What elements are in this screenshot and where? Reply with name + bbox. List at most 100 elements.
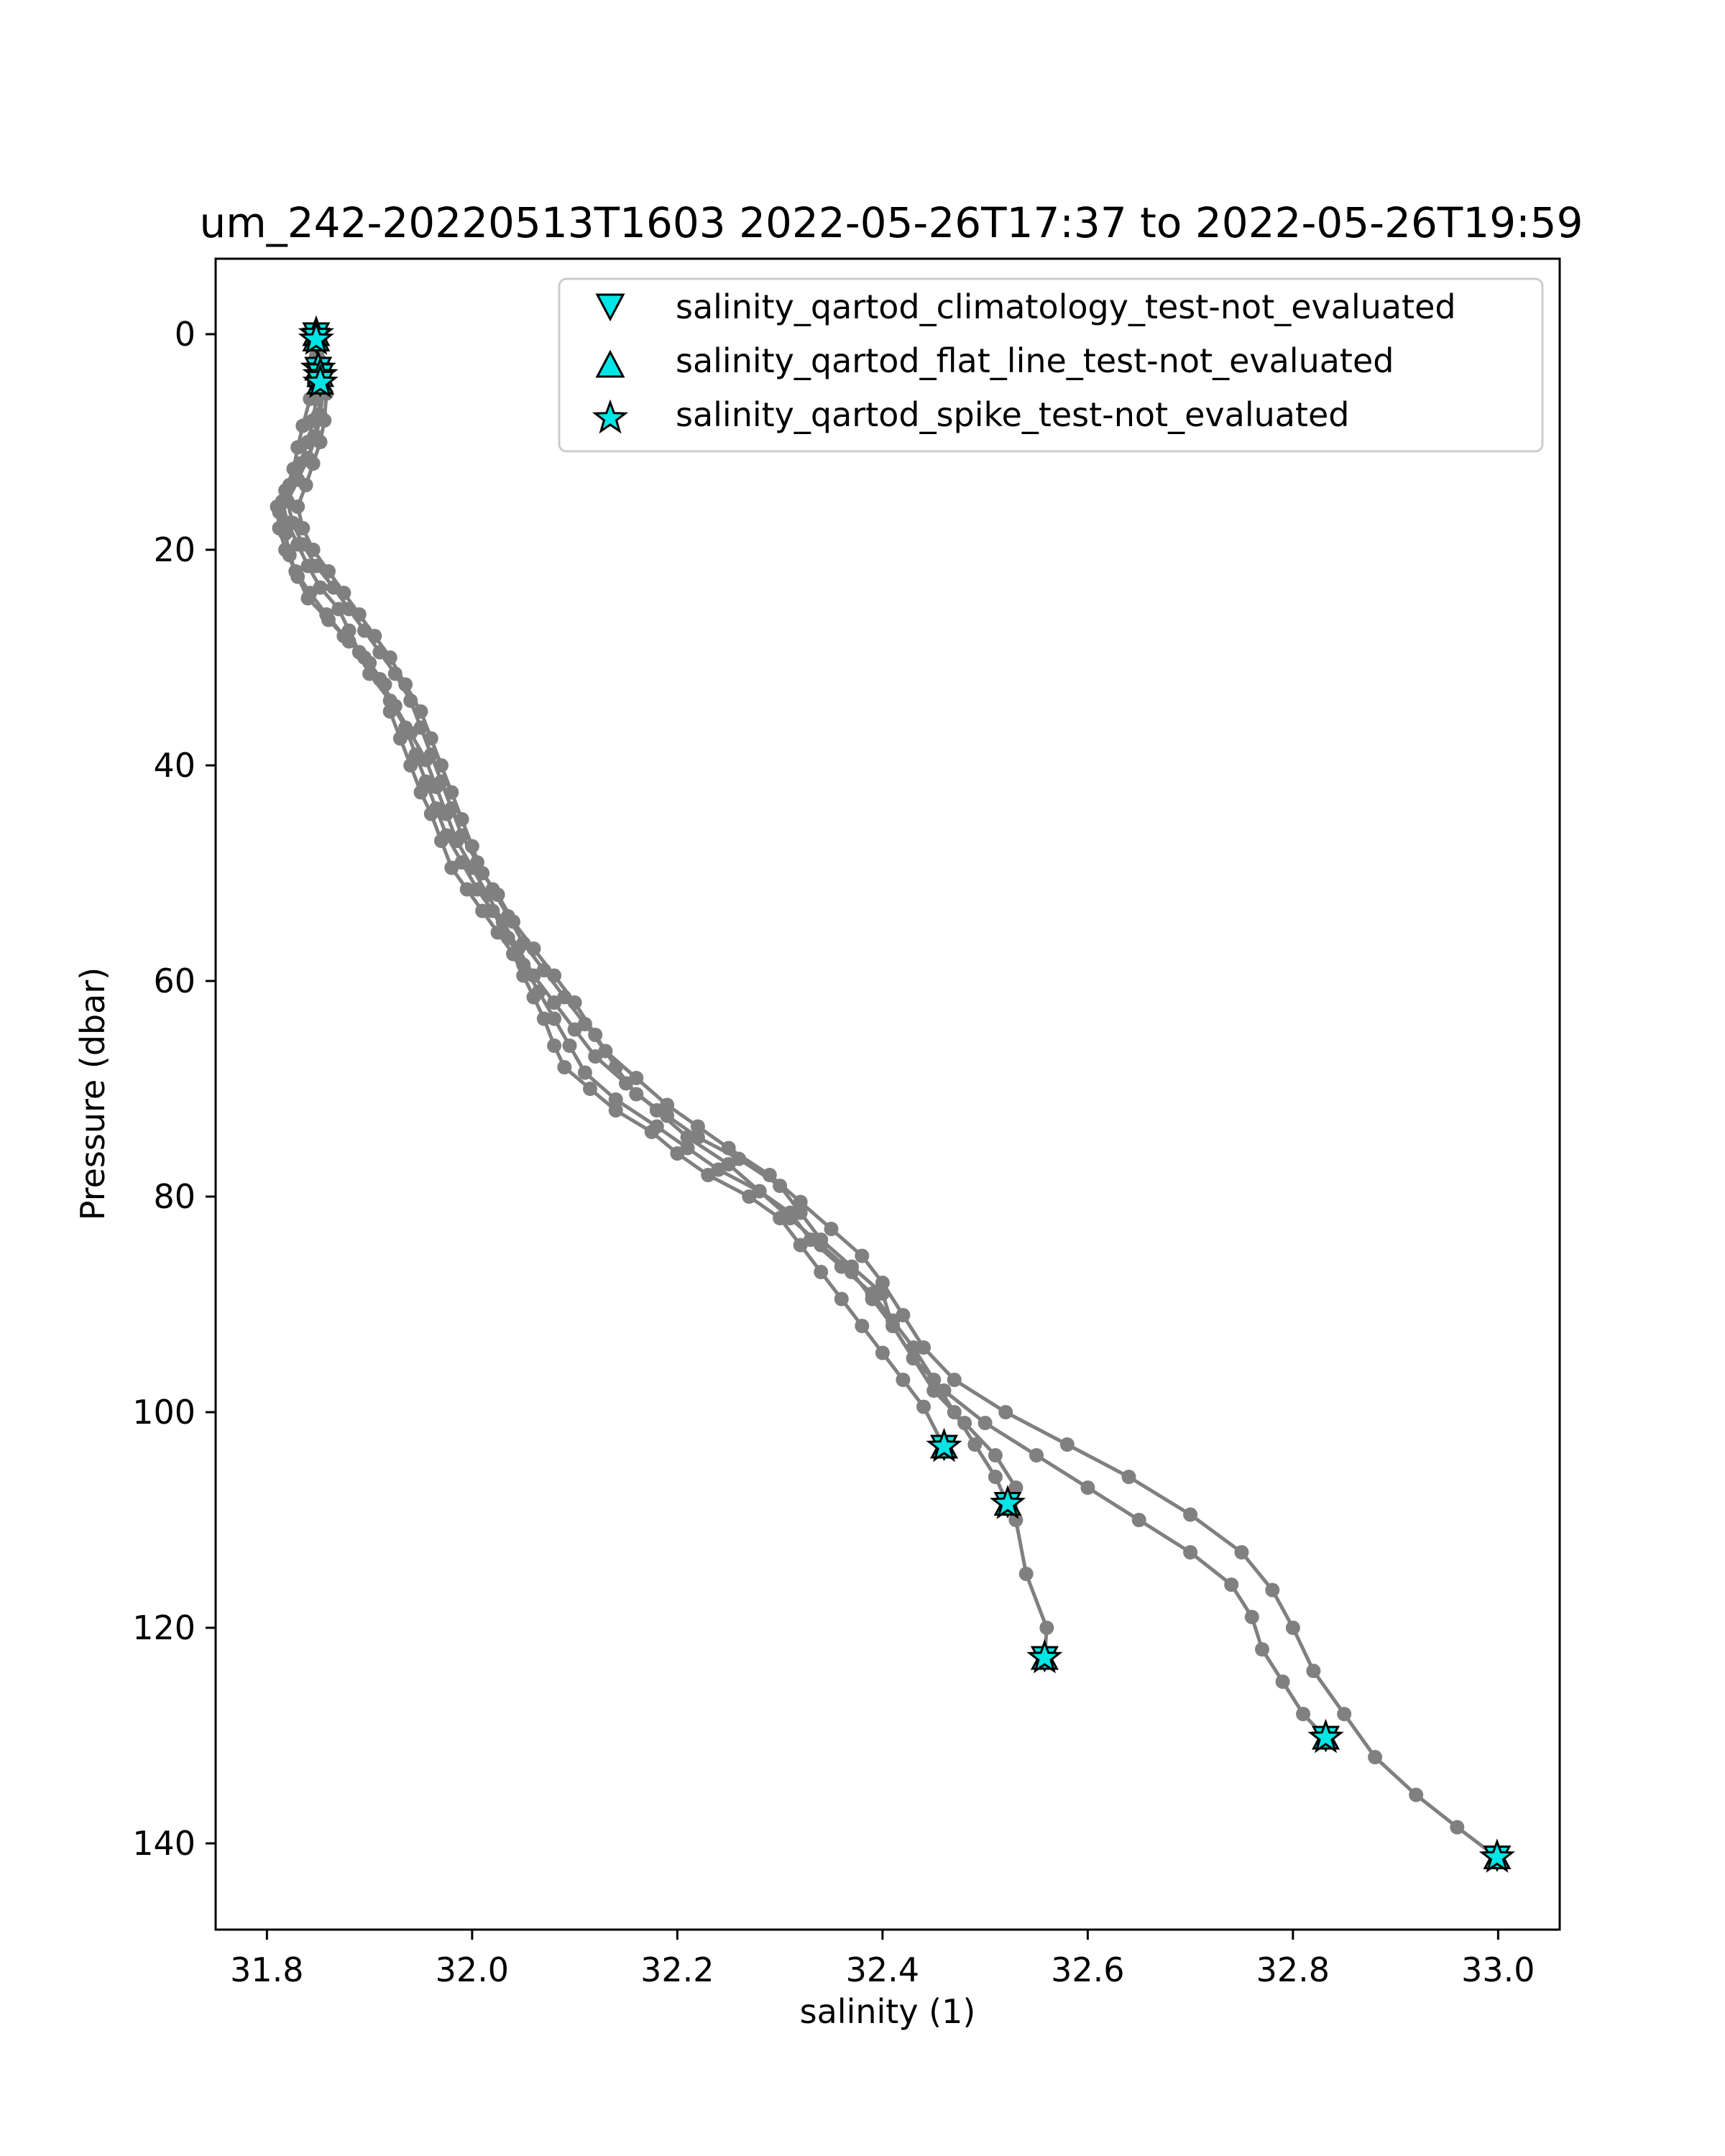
data-point — [341, 602, 356, 617]
data-point — [1368, 1750, 1383, 1764]
data-point — [444, 801, 459, 816]
data-point — [308, 558, 323, 573]
y-tick-label: 0 — [175, 315, 196, 354]
plot-frame — [214, 257, 1561, 1931]
spike-flag-marker — [298, 321, 334, 355]
data-point — [272, 521, 287, 535]
x-tick-label: 31.8 — [230, 1950, 303, 1989]
data-point — [475, 903, 490, 918]
data-point — [926, 1383, 942, 1398]
data-point — [906, 1351, 921, 1365]
data-point — [1306, 1664, 1321, 1678]
legend: salinity_qartod_climatology_test-not_eva… — [558, 277, 1544, 453]
data-point — [1008, 1480, 1024, 1495]
y-tick-label: 140 — [132, 1824, 196, 1863]
data-point — [1244, 1610, 1259, 1624]
data-point — [875, 1345, 890, 1360]
data-point — [547, 1038, 562, 1053]
y-axis-label: Pressure (dbar) — [73, 967, 112, 1220]
data-point — [896, 1308, 911, 1322]
data-point — [886, 1319, 901, 1333]
data-point — [313, 407, 328, 423]
legend-label-spike: salinity_qartod_spike_test-not_evaluated — [676, 395, 1349, 434]
data-point — [516, 936, 531, 951]
data-point — [357, 623, 372, 638]
data-point — [1234, 1545, 1249, 1560]
profile-series — [270, 327, 1333, 1745]
spike-flag-marker — [1478, 1838, 1515, 1873]
data-point — [721, 1157, 736, 1171]
y-tick-label: 80 — [153, 1177, 196, 1216]
legend-triangle-down-marker — [595, 293, 625, 322]
data-point — [947, 1373, 962, 1387]
data-point — [916, 1399, 931, 1414]
data-point — [326, 580, 341, 595]
data-point — [1450, 1820, 1465, 1835]
data-point — [547, 1011, 562, 1026]
data-point — [896, 1373, 911, 1387]
legend-star-marker — [592, 399, 629, 434]
legend-frame — [558, 277, 1544, 453]
profile-line — [277, 339, 946, 1448]
data-point — [278, 543, 293, 557]
series-layer — [270, 327, 1504, 1865]
data-point — [680, 1130, 695, 1145]
data-point — [721, 1141, 736, 1156]
data-point — [1080, 1480, 1095, 1495]
data-point — [793, 1194, 808, 1210]
data-point — [814, 1238, 829, 1253]
plot-area — [214, 257, 1561, 1931]
data-point — [423, 747, 438, 762]
data-point — [1255, 1642, 1269, 1657]
data-point — [824, 1222, 839, 1236]
data-point — [300, 451, 316, 466]
y-tick-label: 60 — [153, 962, 196, 1000]
legend-triangle-up-marker — [595, 349, 625, 378]
data-point — [1018, 1567, 1034, 1581]
profile-line — [275, 333, 1328, 1739]
legend-entry-flat-line: salinity_qartod_flat_line_test-not_evalu… — [595, 341, 1394, 380]
data-point — [562, 1038, 577, 1053]
data-point — [814, 1265, 829, 1279]
data-point — [1008, 1513, 1024, 1527]
data-point — [583, 1082, 597, 1096]
y-tick-label: 40 — [153, 746, 196, 785]
data-point — [834, 1291, 849, 1307]
profile-series — [275, 327, 1015, 1511]
data-point — [875, 1276, 890, 1290]
data-point — [1337, 1707, 1352, 1721]
profile-line — [285, 333, 1499, 1859]
data-point — [336, 629, 351, 643]
spike-flag-marker — [302, 364, 339, 398]
legend-entry-spike: salinity_qartod_spike_test-not_evaluated — [592, 395, 1349, 434]
data-point — [1265, 1583, 1280, 1598]
data-point — [680, 1141, 695, 1156]
y-tick-label: 120 — [132, 1608, 196, 1647]
data-point — [1183, 1507, 1198, 1522]
data-point — [845, 1265, 859, 1279]
data-point — [916, 1340, 931, 1355]
data-point — [1029, 1448, 1044, 1462]
spike-flag-marker — [1307, 1718, 1344, 1754]
data-point — [1059, 1437, 1075, 1452]
data-point — [470, 855, 484, 870]
data-point — [403, 758, 418, 773]
data-point — [331, 602, 346, 617]
data-point — [413, 785, 428, 800]
legend-label-flat-line: salinity_qartod_flat_line_test-not_evalu… — [676, 341, 1394, 380]
x-axis-label: salinity (1) — [800, 1992, 976, 2031]
data-point — [372, 672, 387, 686]
data-point — [303, 586, 318, 600]
data-point — [357, 650, 372, 665]
x-tick-label: 32.6 — [1051, 1950, 1124, 1989]
data-point — [413, 720, 428, 735]
data-point — [485, 882, 500, 897]
chart-title: um_242-20220513T1603 2022-05-26T17:37 to… — [200, 198, 1583, 247]
data-point — [288, 564, 303, 579]
flag-layer — [298, 315, 1515, 1873]
data-point — [855, 1248, 870, 1263]
data-point — [285, 515, 300, 530]
data-point — [500, 909, 515, 923]
data-point — [454, 828, 469, 843]
